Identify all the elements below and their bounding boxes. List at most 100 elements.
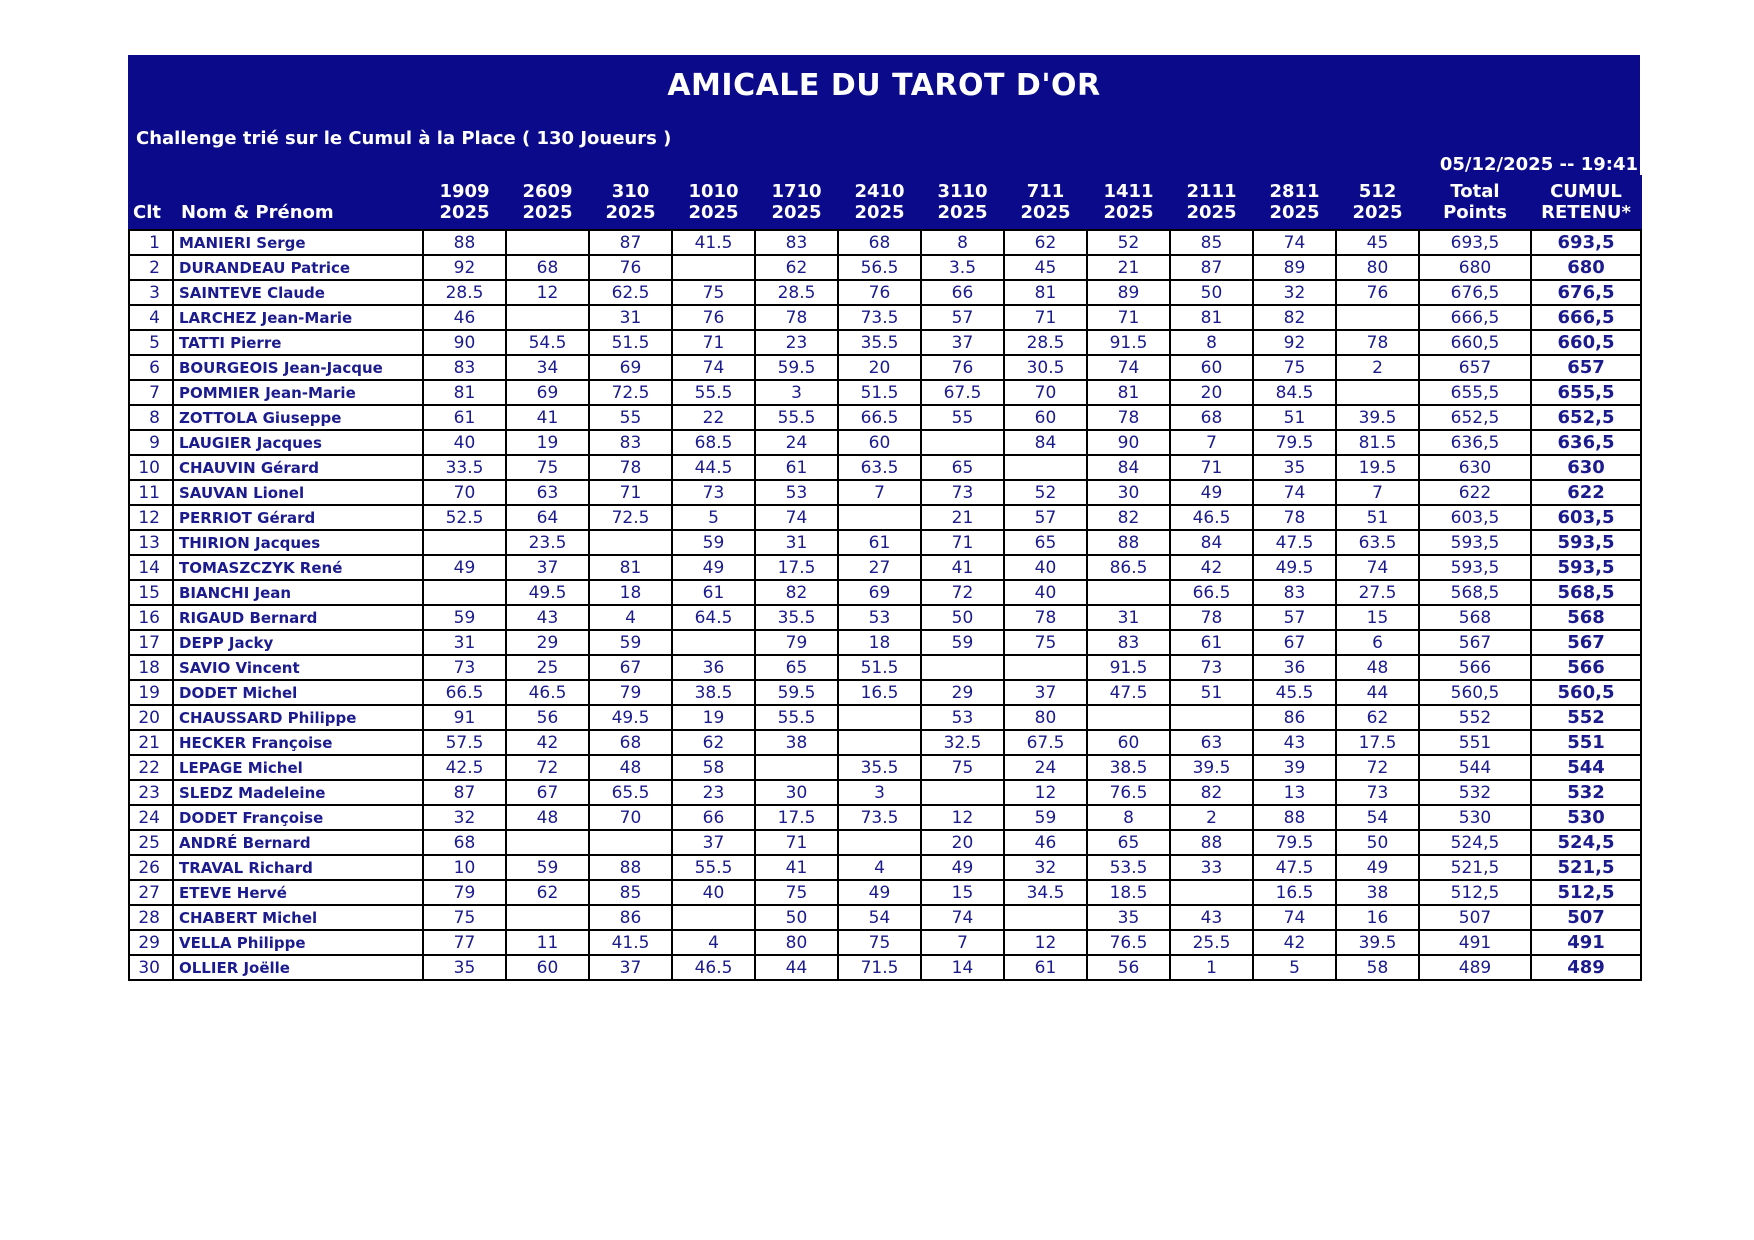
score-cell: 33	[1169, 854, 1254, 881]
cumul-cell: 657	[1530, 354, 1642, 381]
table-row: 28 CHABERT Michel 75 86 50 54 74 35 43 74 16 507 507	[128, 904, 1642, 931]
col-date-year: 2025	[1253, 202, 1336, 230]
score-cell: 66	[920, 279, 1005, 306]
score-cell: 48	[588, 754, 673, 781]
name-cell: SAUVAN Lionel	[172, 479, 424, 506]
col-date-code: 2609	[506, 175, 589, 202]
total-cell: 544	[1418, 754, 1532, 781]
score-cell: 39	[1252, 754, 1337, 781]
total-cell: 567	[1418, 629, 1532, 656]
score-cell: 73	[1335, 779, 1420, 806]
header-row-labels: Clt Nom & Prénom 2025 2025 2025 2025 2025 202…	[129, 202, 1641, 230]
score-cell: 56.5	[837, 254, 922, 281]
table-row: 3 SAINTEVE Claude 28.5 12 62.5 75 28.5 76 66 81 89…	[128, 279, 1642, 306]
clt-cell: 16	[128, 604, 174, 631]
score-cell: 86	[1252, 704, 1337, 731]
score-cell	[1003, 454, 1088, 481]
score-cell: 73	[920, 479, 1005, 506]
col-date-year: 2025	[1087, 202, 1170, 230]
score-cell: 60	[837, 429, 922, 456]
clt-cell: 12	[128, 504, 174, 531]
score-cell: 7	[920, 929, 1005, 956]
col-date-code: 1909	[423, 175, 506, 202]
score-cell: 68	[422, 829, 507, 856]
score-cell: 85	[1169, 229, 1254, 256]
score-cell	[588, 829, 673, 856]
score-cell: 61	[1003, 954, 1088, 981]
score-cell: 56	[505, 704, 590, 731]
score-cell: 20	[837, 354, 922, 381]
score-cell: 59	[588, 629, 673, 656]
total-cell: 652,5	[1418, 404, 1532, 431]
table-row: 13 THIRION Jacques 23.5 59 31 61 71 65 88 84 47.5 6…	[128, 529, 1642, 556]
score-cell: 76	[671, 304, 756, 331]
score-cell: 50	[920, 604, 1005, 631]
score-cell: 79	[588, 679, 673, 706]
score-cell: 22	[671, 404, 756, 431]
score-cell: 43	[1169, 904, 1254, 931]
score-cell: 41.5	[671, 229, 756, 256]
score-cell	[671, 254, 756, 281]
score-cell: 82	[1252, 304, 1337, 331]
score-cell	[1335, 304, 1420, 331]
score-cell: 17.5	[754, 554, 839, 581]
score-cell: 45	[1003, 254, 1088, 281]
cumul-cell: 566	[1530, 654, 1642, 681]
score-cell: 35.5	[837, 754, 922, 781]
col-date-code: 2410	[838, 175, 921, 202]
score-cell: 51.5	[837, 654, 922, 681]
score-cell: 82	[754, 579, 839, 606]
score-cell	[1335, 379, 1420, 406]
col-date-code: 1010	[672, 175, 755, 202]
score-cell: 21	[1086, 254, 1171, 281]
score-cell: 16	[1335, 904, 1420, 931]
score-cell: 73	[671, 479, 756, 506]
score-cell: 49	[1169, 479, 1254, 506]
score-cell: 14	[920, 954, 1005, 981]
score-cell: 71.5	[837, 954, 922, 981]
score-cell	[754, 754, 839, 781]
score-cell: 67	[588, 654, 673, 681]
score-cell: 36	[671, 654, 756, 681]
score-cell: 31	[754, 529, 839, 556]
score-cell	[920, 779, 1005, 806]
total-cell: 636,5	[1418, 429, 1532, 456]
score-cell: 53	[920, 704, 1005, 731]
table-row: 11 SAUVAN Lionel 70 63 71 73 53 7 73 52 30 49 74 7 622…	[128, 479, 1642, 506]
score-cell: 80	[1003, 704, 1088, 731]
score-cell: 80	[1335, 254, 1420, 281]
score-cell: 46.5	[671, 954, 756, 981]
score-cell: 45.5	[1252, 679, 1337, 706]
table-row: 30 OLLIER Joëlle 35 60 37 46.5 44 71.5 14 61 56 1 5 5…	[128, 954, 1642, 981]
score-cell: 61	[754, 454, 839, 481]
score-cell: 42.5	[422, 754, 507, 781]
score-cell: 32.5	[920, 729, 1005, 756]
score-cell: 69	[837, 579, 922, 606]
score-cell: 90	[1086, 429, 1171, 456]
score-cell: 54.5	[505, 329, 590, 356]
header-spacer	[173, 175, 423, 202]
score-cell: 57.5	[422, 729, 507, 756]
score-cell	[671, 629, 756, 656]
cumul-cell: 568	[1530, 604, 1642, 631]
score-cell	[671, 904, 756, 931]
score-cell: 74	[1252, 479, 1337, 506]
score-cell: 49	[920, 854, 1005, 881]
score-cell: 79	[422, 879, 507, 906]
name-cell: LARCHEZ Jean-Marie	[172, 304, 424, 331]
score-cell: 64.5	[671, 604, 756, 631]
table-row: 8 ZOTTOLA Giuseppe 61 41 55 22 55.5 66.5 55 60 78 6…	[128, 404, 1642, 431]
table-row: 6 BOURGEOIS Jean-Jacque 83 34 69 74 59.5 20 76 30…	[128, 354, 1642, 381]
score-cell: 84	[1086, 454, 1171, 481]
score-cell: 72	[1335, 754, 1420, 781]
score-cell: 48	[1335, 654, 1420, 681]
score-cell: 19	[505, 429, 590, 456]
score-cell: 76.5	[1086, 779, 1171, 806]
cumul-cell: 567	[1530, 629, 1642, 656]
score-cell: 51	[1252, 404, 1337, 431]
col-date-code: 1411	[1087, 175, 1170, 202]
score-cell: 3.5	[920, 254, 1005, 281]
table-row: 24 DODET Françoise 32 48 70 66 17.5 73.5 12 59 8 2 8…	[128, 804, 1642, 831]
score-cell: 30.5	[1003, 354, 1088, 381]
score-cell: 40	[1003, 579, 1088, 606]
